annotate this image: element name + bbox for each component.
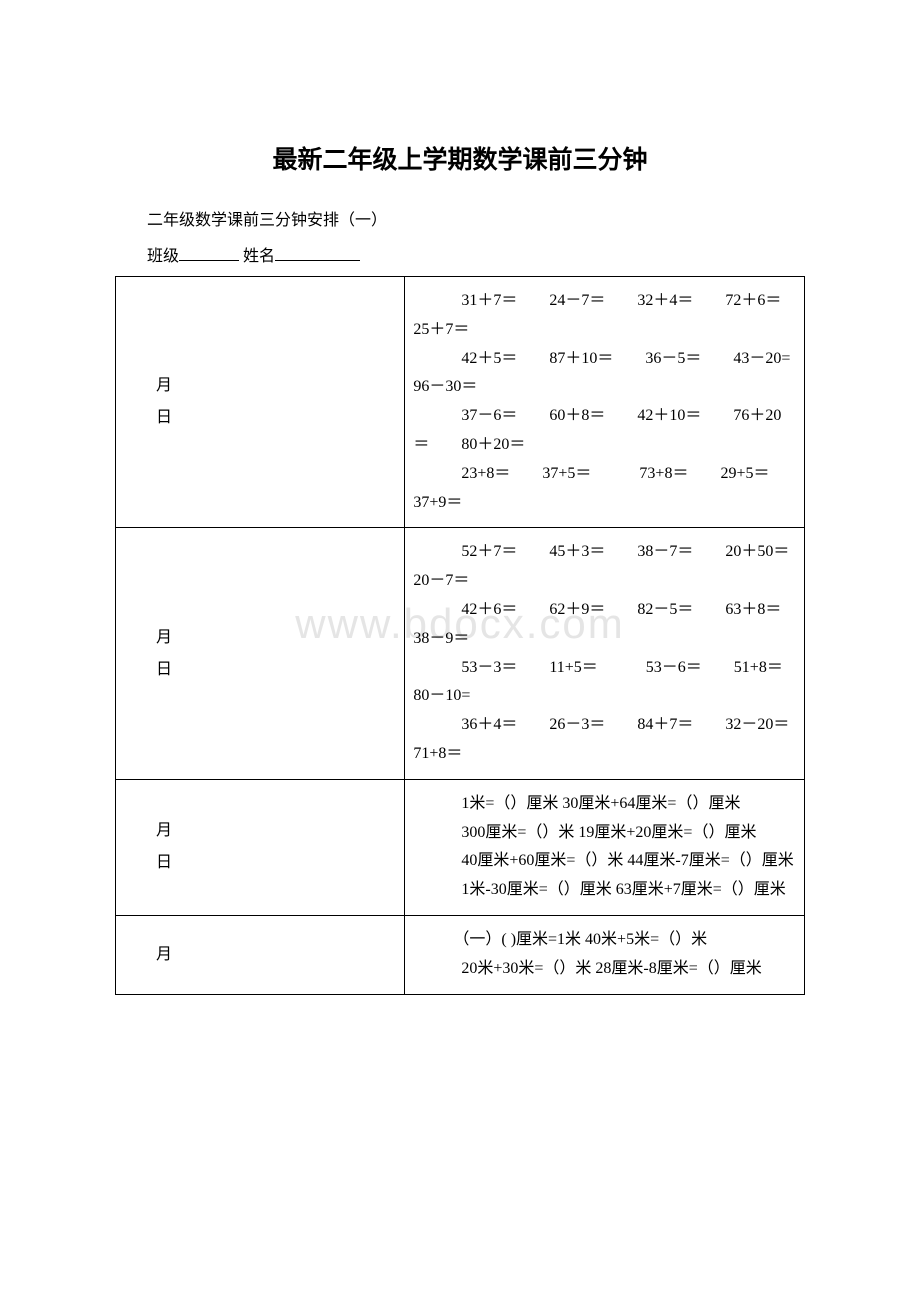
table-row: 月 日 31＋7＝ 24－7＝ 32＋4＝ 72＋6＝ 25＋7＝ 42＋5＝ … <box>116 277 805 528</box>
problem-line: 31＋7＝ 24－7＝ 32＋4＝ 72＋6＝ 25＋7＝ <box>413 287 796 345</box>
problems-cell: 1米=（）厘米 30厘米+64厘米=（）厘米 300厘米=（）米 19厘米+20… <box>405 779 805 915</box>
worksheet-table: 月 日 31＋7＝ 24－7＝ 32＋4＝ 72＋6＝ 25＋7＝ 42＋5＝ … <box>115 276 805 995</box>
problem-line: 23+8＝ 37+5＝ 73+8＝ 29+5＝ 37+9＝ <box>413 460 796 518</box>
problems-cell: （一）( )厘米=1米 40米+5米=（）米 20米+30米=（）米 28厘米-… <box>405 915 805 994</box>
date-cell: 月 日 <box>116 779 405 915</box>
day-label: 日 <box>156 847 396 879</box>
day-label: 日 <box>156 654 396 686</box>
problem-line: 52＋7＝ 45＋3＝ 38－7＝ 20＋50＝ 20－7＝ <box>413 538 796 596</box>
month-label: 月 <box>156 815 396 847</box>
month-label: 月 <box>156 939 396 971</box>
problem-line: 20米+30米=（）米 28厘米-8厘米=（）厘米 <box>413 955 796 984</box>
problem-line: 1米-30厘米=（）厘米 63厘米+7厘米=（）厘米 <box>413 876 796 905</box>
table-row: 月 日 1米=（）厘米 30厘米+64厘米=（）厘米 300厘米=（）米 19厘… <box>116 779 805 915</box>
name-blank <box>275 245 360 261</box>
problem-line: 40厘米+60厘米=（）米 44厘米-7厘米=（）厘米 <box>413 847 796 876</box>
date-cell: 月 日 <box>116 528 405 779</box>
date-cell: 月 <box>116 915 405 994</box>
problem-line: 36＋4＝ 26－3＝ 84＋7＝ 32－20＝ 71+8＝ <box>413 711 796 769</box>
date-cell: 月 日 <box>116 277 405 528</box>
document-content: 最新二年级上学期数学课前三分钟 二年级数学课前三分钟安排（一） 班级 姓名 月 … <box>115 140 805 995</box>
problem-line: 300厘米=（）米 19厘米+20厘米=（）厘米 <box>413 819 796 848</box>
problem-line: 42＋6＝ 62＋9＝ 82－5＝ 63＋8＝ 38－9＝ <box>413 596 796 654</box>
name-label: 姓名 <box>243 248 275 265</box>
class-blank <box>179 245 239 261</box>
form-line: 班级 姓名 <box>115 242 805 266</box>
problem-line: 37－6＝ 60＋8＝ 42＋10＝ 76＋20＝ 80＋20＝ <box>413 402 796 460</box>
problem-line: （一）( )厘米=1米 40米+5米=（）米 <box>413 926 796 955</box>
table-row: 月 （一）( )厘米=1米 40米+5米=（）米 20米+30米=（）米 28厘… <box>116 915 805 994</box>
problem-line: 1米=（）厘米 30厘米+64厘米=（）厘米 <box>413 790 796 819</box>
month-label: 月 <box>156 370 396 402</box>
class-label: 班级 <box>147 248 179 265</box>
problem-line: 42＋5＝ 87＋10＝ 36－5＝ 43－20= 96－30＝ <box>413 345 796 403</box>
problem-line: 53－3＝ 11+5＝ 53－6＝ 51+8＝ 80－10= <box>413 654 796 712</box>
page-title: 最新二年级上学期数学课前三分钟 <box>115 140 805 176</box>
month-label: 月 <box>156 622 396 654</box>
subtitle: 二年级数学课前三分钟安排（一） <box>115 206 805 230</box>
problems-cell: 52＋7＝ 45＋3＝ 38－7＝ 20＋50＝ 20－7＝ 42＋6＝ 62＋… <box>405 528 805 779</box>
problems-cell: 31＋7＝ 24－7＝ 32＋4＝ 72＋6＝ 25＋7＝ 42＋5＝ 87＋1… <box>405 277 805 528</box>
table-row: 月 日 52＋7＝ 45＋3＝ 38－7＝ 20＋50＝ 20－7＝ 42＋6＝… <box>116 528 805 779</box>
day-label: 日 <box>156 402 396 434</box>
